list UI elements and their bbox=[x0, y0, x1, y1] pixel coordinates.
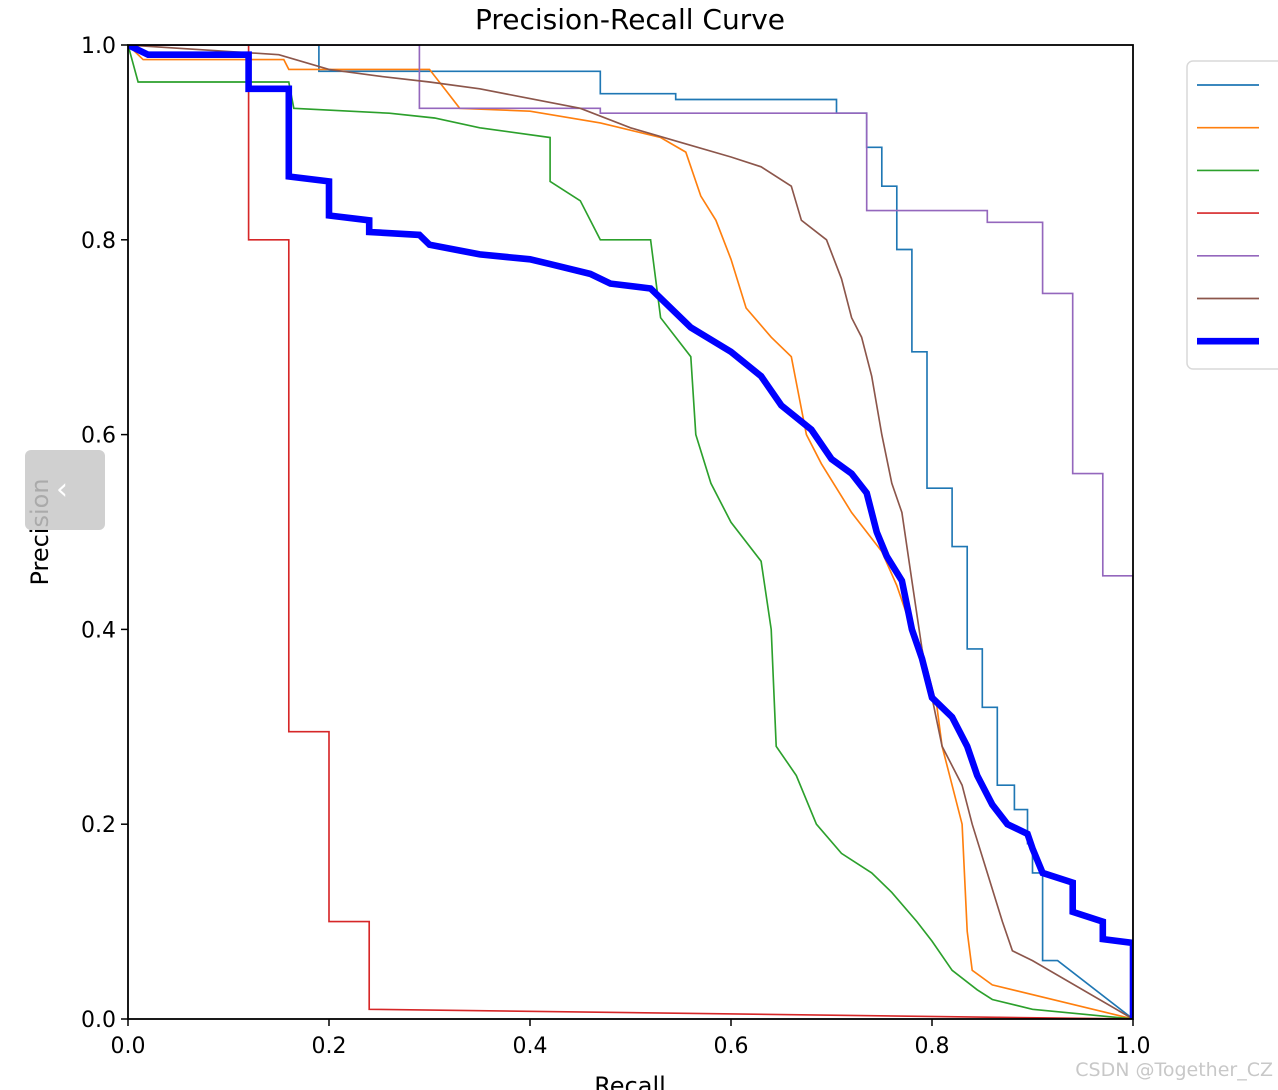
series-line-1 bbox=[128, 45, 1133, 1019]
x-axis-label: Recall bbox=[594, 1072, 666, 1090]
chevron-left-icon: ‹ bbox=[56, 472, 68, 507]
y-tick-label: 0.4 bbox=[81, 618, 116, 643]
legend-box bbox=[1186, 60, 1278, 370]
x-tick-label: 0.2 bbox=[312, 1034, 347, 1059]
series-line-3 bbox=[128, 45, 1133, 1019]
watermark: CSDN @Together_CZ bbox=[1075, 1059, 1273, 1081]
x-tick-label: 0.8 bbox=[915, 1034, 950, 1059]
chart-title: Precision-Recall Curve bbox=[475, 3, 785, 36]
x-tick-label: 1.0 bbox=[1116, 1034, 1151, 1059]
y-tick-label: 0.0 bbox=[81, 1008, 116, 1033]
y-tick-label: 0.2 bbox=[81, 813, 116, 838]
y-tick-label: 0.8 bbox=[81, 229, 116, 254]
collapse-sidebar-button[interactable]: ‹ bbox=[25, 450, 105, 530]
x-tick-label: 0.4 bbox=[513, 1034, 548, 1059]
series-line-5 bbox=[128, 45, 1133, 1019]
series-line-4 bbox=[128, 45, 1133, 1019]
plot-frame bbox=[127, 44, 1134, 1020]
y-axis-ticks: 0.0 0.2 0.4 0.6 0.8 1.0 bbox=[81, 34, 128, 1033]
x-axis-ticks: 0.0 0.2 0.4 0.6 0.8 1.0 bbox=[111, 1019, 1151, 1059]
x-tick-label: 0.6 bbox=[714, 1034, 749, 1059]
x-tick-label: 0.0 bbox=[111, 1034, 146, 1059]
series-line-2 bbox=[128, 45, 1133, 1019]
series-line-6 bbox=[128, 45, 1133, 1019]
y-tick-label: 1.0 bbox=[81, 34, 116, 59]
legend bbox=[1186, 60, 1278, 370]
series-line-7 bbox=[128, 45, 1133, 1019]
series-layer bbox=[128, 45, 1133, 1019]
y-tick-label: 0.6 bbox=[81, 424, 116, 449]
legend-entries bbox=[1197, 84, 1259, 345]
